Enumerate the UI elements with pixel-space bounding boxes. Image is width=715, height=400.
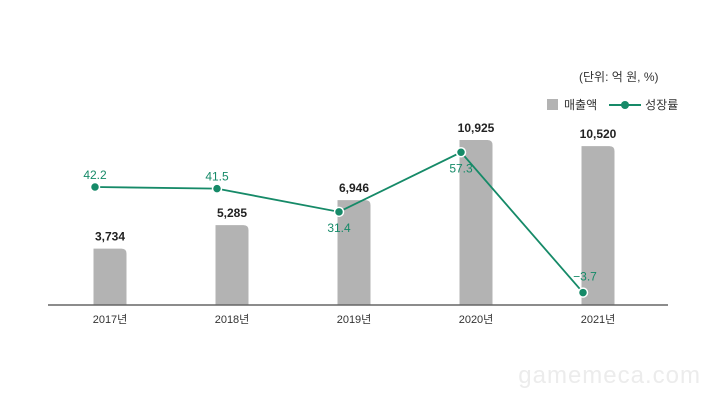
x-tick-label: 2017년 xyxy=(93,313,128,326)
growth-point xyxy=(333,206,345,218)
legend-bar-swatch xyxy=(547,99,558,110)
bar-value-label: 10,520 xyxy=(580,127,617,141)
bar xyxy=(459,140,493,305)
bar-value-label: 6,946 xyxy=(339,181,369,195)
bar-value-label: 3,734 xyxy=(95,230,125,244)
growth-point xyxy=(577,287,589,298)
legend-line-icon xyxy=(609,100,642,109)
growth-point xyxy=(89,181,101,193)
watermark: gamemeca.com xyxy=(518,362,701,389)
growth-value-label: 41.5 xyxy=(205,170,229,184)
growth-value-label: −3.7 xyxy=(573,270,597,284)
legend-bar-label: 매출액 xyxy=(564,98,598,112)
growth-value-label: 31.4 xyxy=(327,221,351,235)
legend: 매출액 성장률 xyxy=(547,96,678,113)
x-tick-label: 2020년 xyxy=(459,313,494,326)
growth-point xyxy=(211,183,223,194)
x-tick-label: 2021년 xyxy=(581,313,616,326)
x-tick-label: 2019년 xyxy=(337,313,372,326)
legend-line-label: 성장률 xyxy=(645,98,679,112)
bar-value-label: 10,925 xyxy=(458,121,495,135)
x-tick-label: 2018년 xyxy=(215,313,250,326)
unit-label: (단위: 억 원, %) xyxy=(579,70,659,84)
growth-point xyxy=(455,147,467,158)
bar xyxy=(93,248,127,305)
bar xyxy=(337,200,371,305)
growth-value-label: 57.3 xyxy=(449,161,473,175)
bar xyxy=(215,225,249,305)
bar xyxy=(581,146,615,305)
bar-value-label: 5,285 xyxy=(217,206,247,220)
growth-value-label: 42.2 xyxy=(83,168,107,182)
